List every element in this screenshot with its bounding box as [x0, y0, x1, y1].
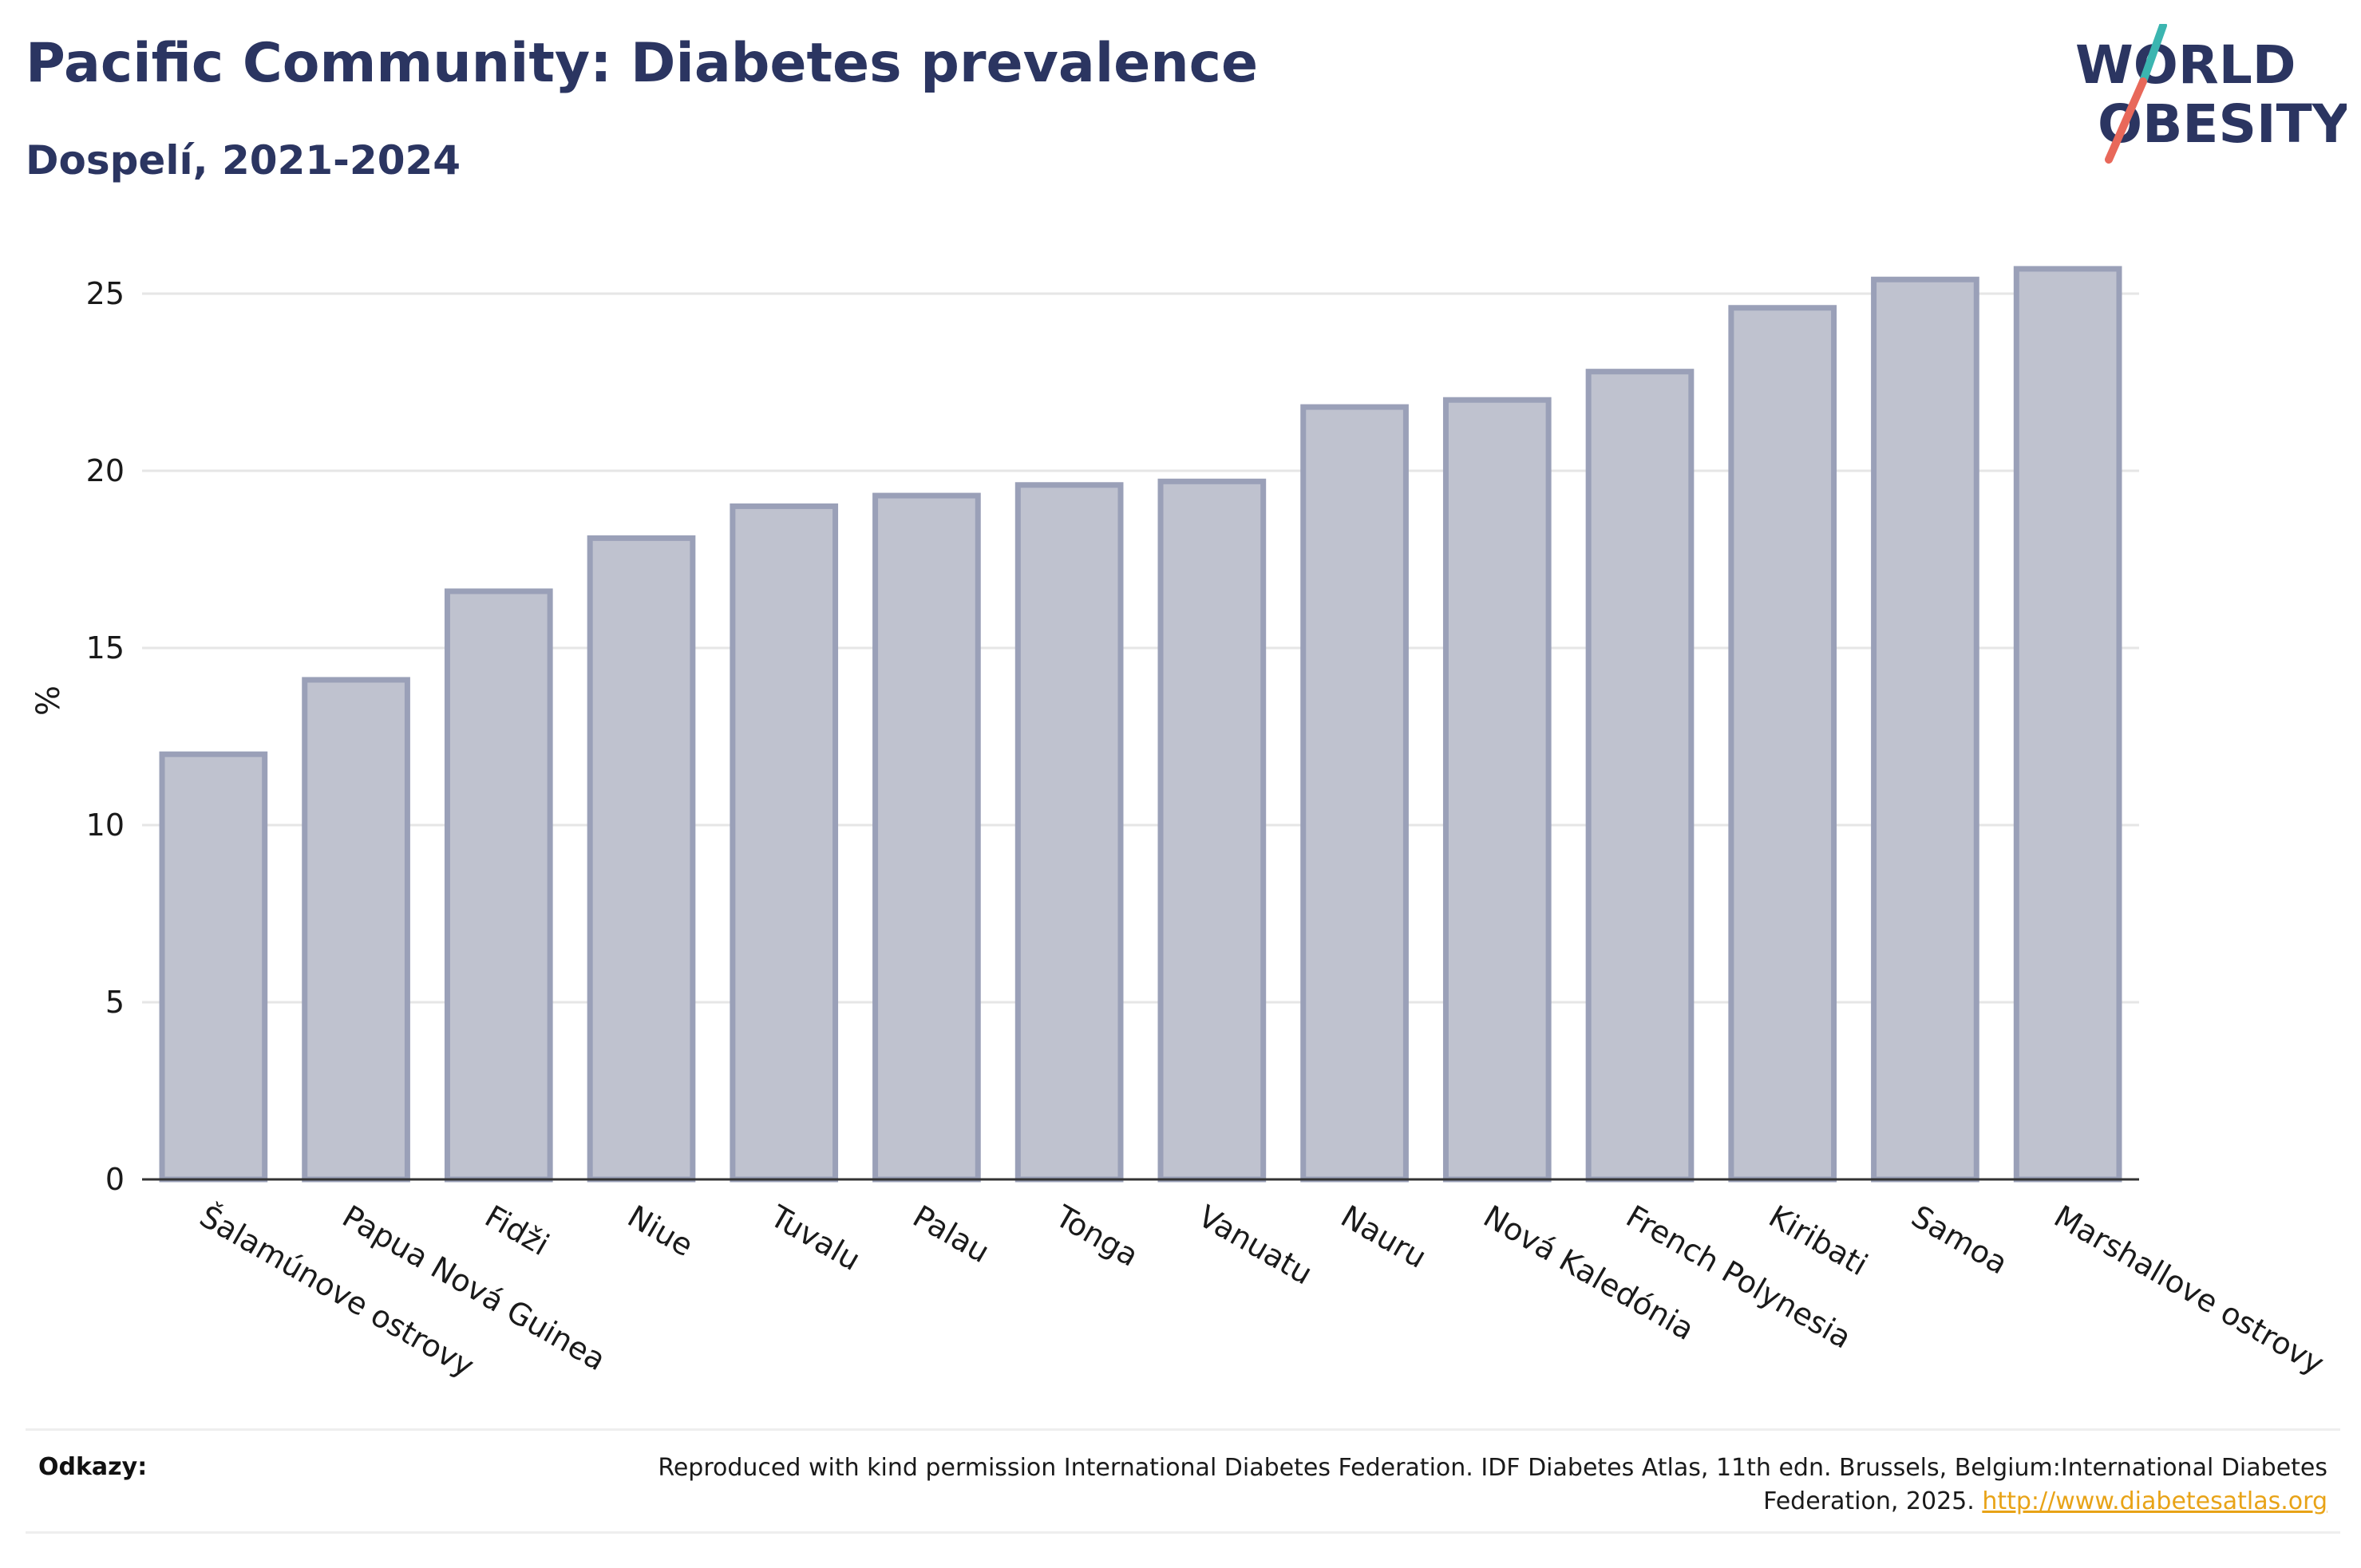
x-tick-label: Palau	[907, 1199, 995, 1270]
y-tick-label: 15	[86, 630, 125, 666]
bar[interactable]	[1300, 404, 1409, 1183]
bar[interactable]	[1871, 276, 1979, 1183]
grid-lines	[142, 292, 2139, 1004]
x-tick-label: Nauru	[1335, 1199, 1433, 1275]
y-tick-label: 5	[105, 985, 125, 1020]
logo-slash-bottom	[2105, 77, 2147, 164]
references-text: Reproduced with kind permission Internat…	[658, 1454, 2327, 1515]
bar[interactable]	[1728, 305, 1837, 1183]
x-tick-label: Tonga	[1049, 1198, 1144, 1273]
chart-subtitle: Dospelí, 2021-2024	[26, 137, 461, 184]
bar[interactable]	[587, 535, 696, 1183]
x-tick-label: Fidži	[479, 1199, 555, 1262]
y-tick-label: 10	[86, 808, 125, 843]
x-tick-label: Vanuatu	[1192, 1199, 1319, 1291]
y-tick-label: 20	[86, 453, 125, 488]
bar[interactable]	[872, 492, 981, 1183]
x-tick-label: Šalamúnove ostrovy	[194, 1199, 481, 1384]
bar[interactable]	[302, 677, 410, 1183]
y-tick-label: 25	[86, 276, 125, 311]
y-axis-label: %	[30, 685, 67, 716]
bar[interactable]	[1157, 478, 1267, 1183]
bar[interactable]	[1442, 397, 1552, 1183]
logo-line-2: OBESITY	[2098, 93, 2347, 155]
x-tick-label: Kiribati	[1763, 1199, 1874, 1282]
y-tick-label: 0	[105, 1162, 125, 1197]
logo-slash-top	[2139, 24, 2167, 85]
x-tick-label: Tuvalu	[764, 1198, 866, 1278]
x-tick-label: Samoa	[1905, 1199, 2013, 1282]
bars	[159, 266, 2122, 1183]
logo-line-1: WORLD	[2075, 34, 2296, 96]
references-link[interactable]: http://www.diabetesatlas.org	[1982, 1487, 2327, 1515]
bar[interactable]	[159, 751, 268, 1183]
chart-title: Pacific Community: Diabetes prevalence	[26, 32, 1259, 95]
bar[interactable]	[444, 588, 553, 1183]
bar[interactable]	[730, 503, 839, 1183]
references-box: Odkazy: Reproduced with kind permission …	[26, 1428, 2340, 1534]
world-obesity-logo: WORLD OBESITY	[2075, 24, 2347, 164]
x-tick-label: Niue	[622, 1199, 699, 1263]
bar[interactable]	[1585, 369, 1695, 1183]
bar[interactable]	[1014, 482, 1124, 1183]
references-text-block: Reproduced with kind permission Internat…	[571, 1451, 2327, 1519]
bar[interactable]	[2013, 266, 2122, 1183]
x-tick-label: Marshallove ostrovy	[2048, 1199, 2330, 1381]
references-label: Odkazy:	[38, 1453, 148, 1481]
